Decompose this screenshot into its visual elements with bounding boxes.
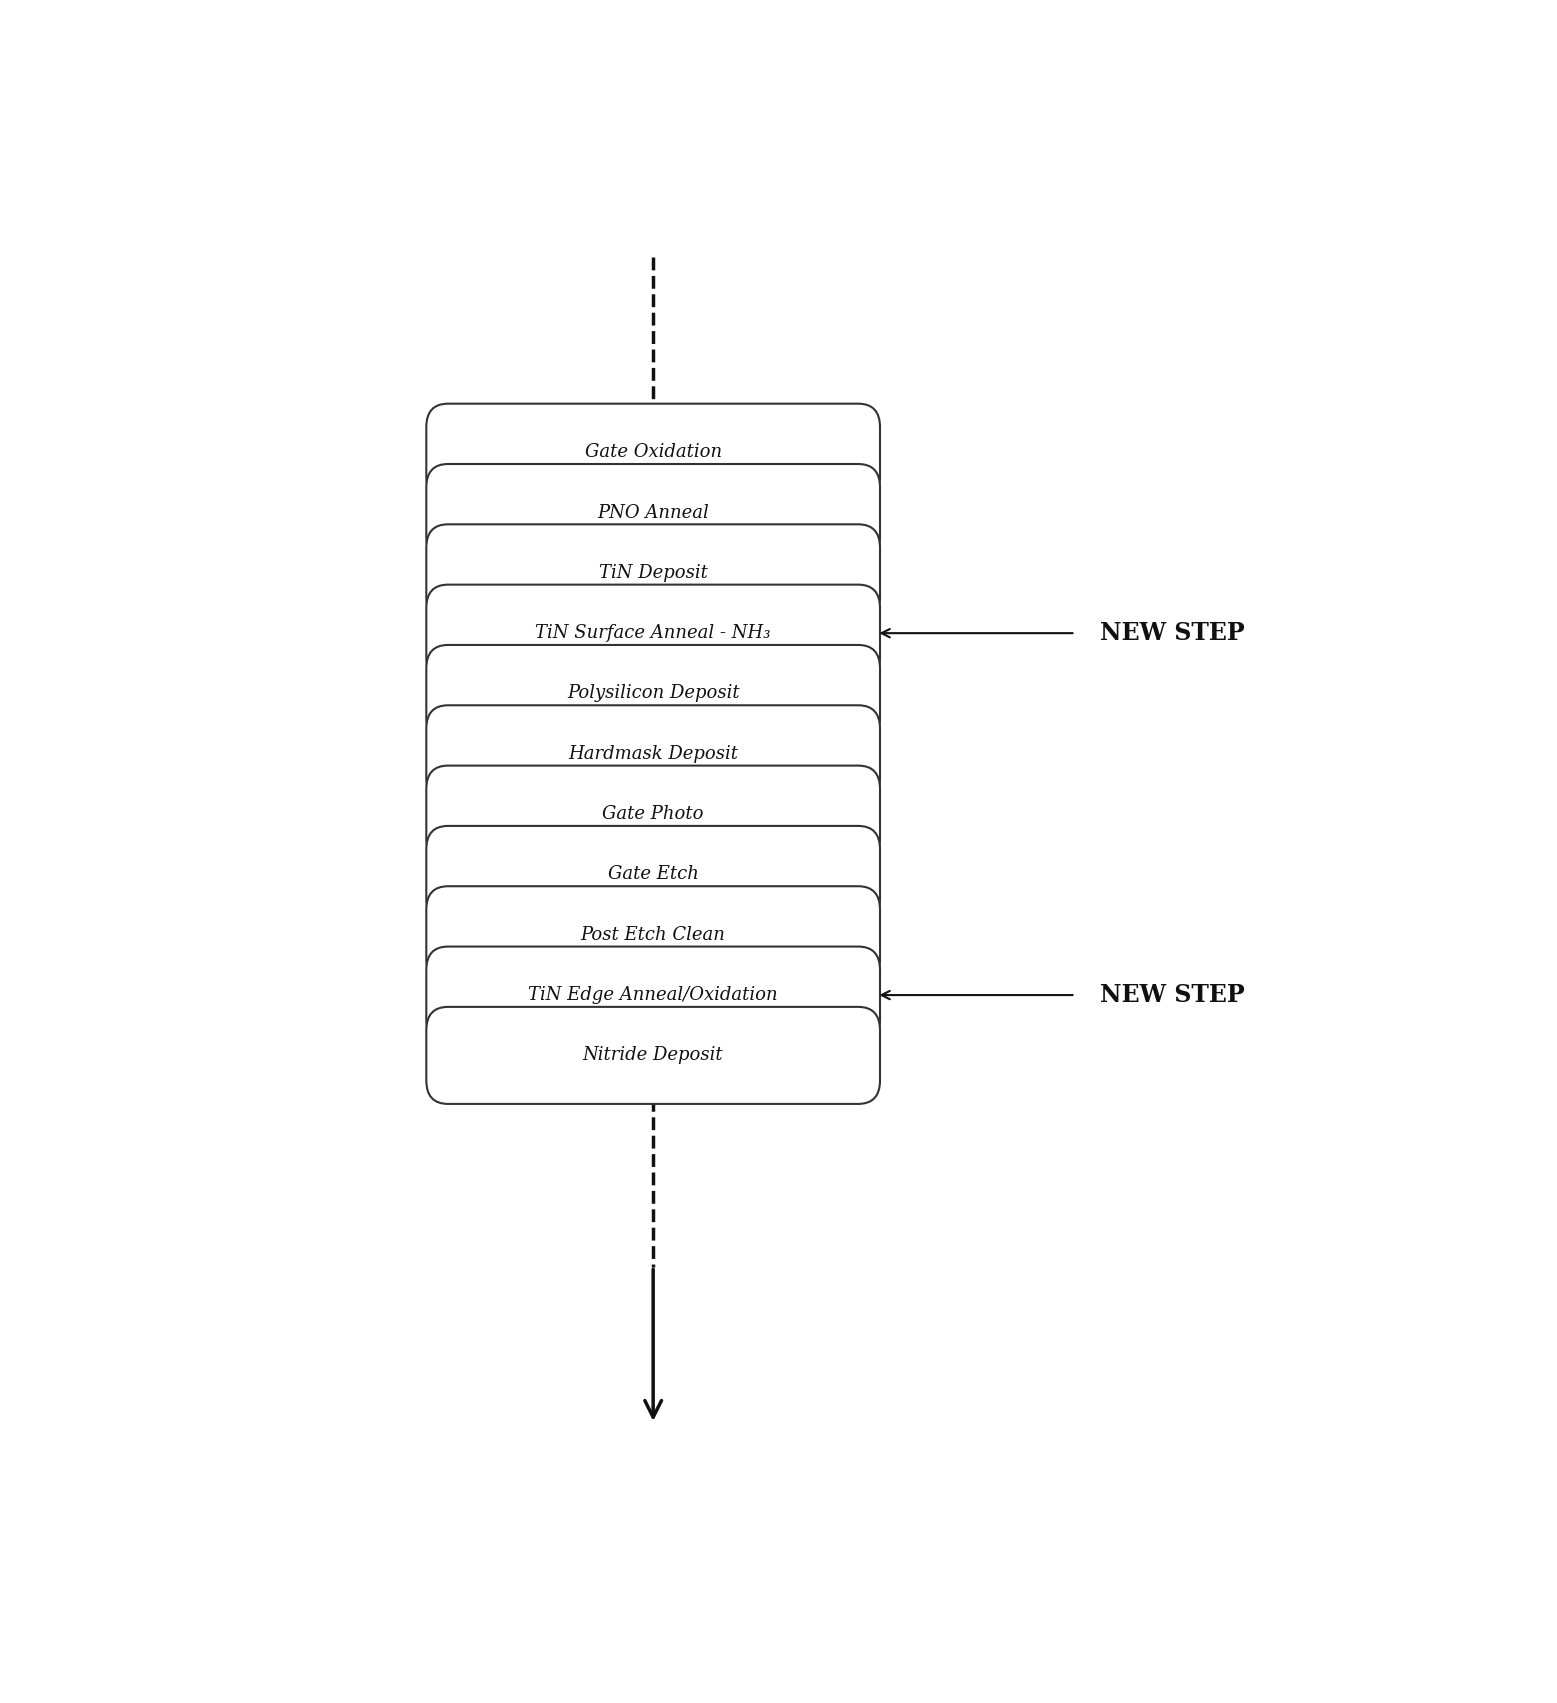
FancyBboxPatch shape bbox=[427, 645, 880, 743]
Text: Post Etch Clean: Post Etch Clean bbox=[581, 926, 726, 943]
Text: Gate Etch: Gate Etch bbox=[607, 865, 699, 884]
Text: PNO Anneal: PNO Anneal bbox=[598, 504, 708, 521]
FancyBboxPatch shape bbox=[427, 463, 880, 560]
FancyBboxPatch shape bbox=[427, 1006, 880, 1104]
Text: Gate Oxidation: Gate Oxidation bbox=[584, 443, 722, 462]
FancyBboxPatch shape bbox=[427, 525, 880, 622]
Text: NEW STEP: NEW STEP bbox=[1099, 983, 1244, 1006]
Text: Polysilicon Deposit: Polysilicon Deposit bbox=[567, 685, 740, 702]
Text: Gate Photo: Gate Photo bbox=[603, 806, 704, 823]
Text: TiN Edge Anneal/Oxidation: TiN Edge Anneal/Oxidation bbox=[528, 986, 778, 1005]
FancyBboxPatch shape bbox=[427, 584, 880, 681]
Text: TiN Deposit: TiN Deposit bbox=[599, 564, 707, 582]
FancyBboxPatch shape bbox=[427, 766, 880, 863]
Text: Nitride Deposit: Nitride Deposit bbox=[582, 1046, 724, 1064]
FancyBboxPatch shape bbox=[427, 705, 880, 802]
FancyBboxPatch shape bbox=[427, 404, 880, 501]
Text: TiN Surface Anneal - NH₃: TiN Surface Anneal - NH₃ bbox=[536, 625, 771, 642]
Text: Hardmask Deposit: Hardmask Deposit bbox=[568, 744, 738, 763]
FancyBboxPatch shape bbox=[427, 947, 880, 1044]
FancyBboxPatch shape bbox=[427, 826, 880, 923]
Text: NEW STEP: NEW STEP bbox=[1099, 622, 1244, 645]
FancyBboxPatch shape bbox=[427, 886, 880, 983]
